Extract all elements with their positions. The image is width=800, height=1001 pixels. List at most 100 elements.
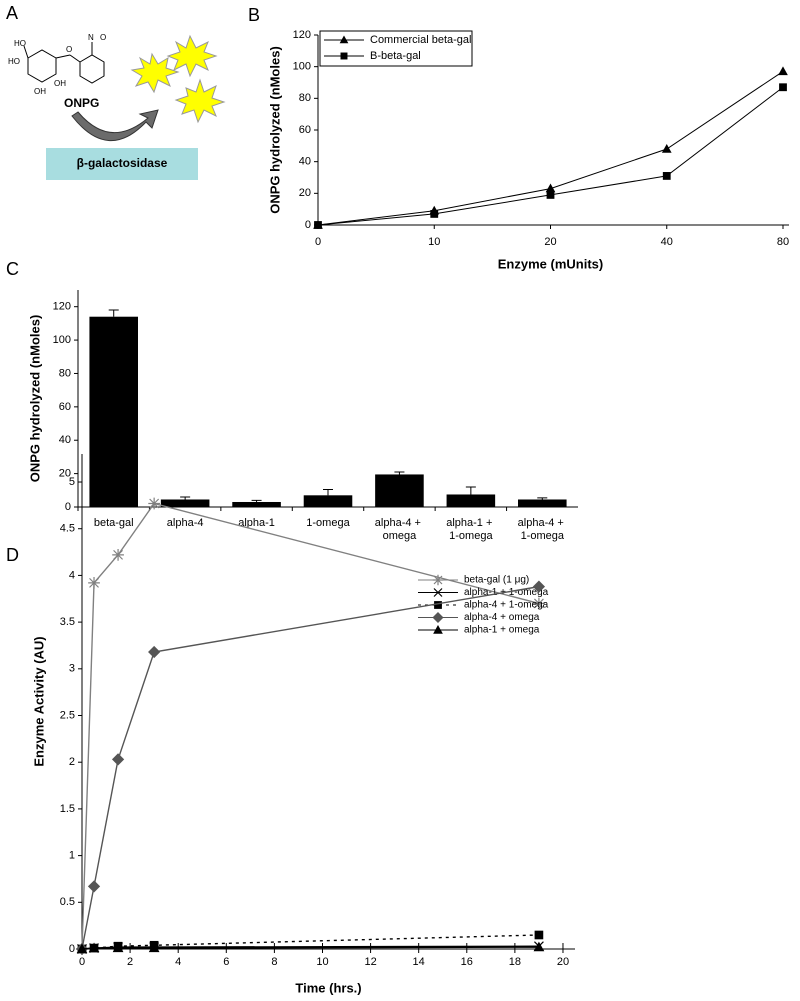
marker: [148, 942, 160, 953]
atom-label: OH: [34, 87, 46, 96]
product-burst: [166, 34, 218, 78]
panel-label: A: [6, 3, 18, 23]
enzyme-box: [46, 148, 198, 180]
legend-marker: [433, 624, 443, 634]
series-line: [81, 502, 540, 950]
y-tick-label: 20: [59, 468, 71, 480]
bar: [160, 499, 210, 507]
error-bar: [180, 496, 191, 500]
y-tick-label: 120: [53, 301, 71, 313]
y-tick-label: 2.5: [60, 709, 75, 721]
y-tick-label: 3.5: [60, 616, 75, 628]
y-axis-title: Enzyme Activity (AU): [31, 636, 46, 766]
legend-marker: [339, 35, 349, 44]
x-tick-label: 6: [223, 956, 229, 968]
x-tick-label: beta-gal: [94, 517, 134, 529]
x-tick-label: 14: [413, 956, 425, 968]
legend-label: alpha-1 + omega: [464, 625, 540, 636]
legend-label: alpha-4 + omega: [464, 612, 540, 623]
atom-label: HO: [14, 39, 26, 48]
x-tick-label: 12: [364, 956, 376, 968]
error-bar: [108, 309, 119, 317]
legend-marker: [434, 601, 442, 609]
y-tick-label: 120: [293, 29, 311, 41]
y-tick-label: 4.5: [60, 523, 75, 535]
y-tick-label: 40: [59, 434, 71, 446]
bar: [518, 499, 567, 507]
marker: [661, 143, 672, 153]
x-tick-label: 80: [777, 236, 789, 248]
marker: [430, 210, 439, 218]
compound-label: ONPG: [64, 96, 99, 110]
error-bar: [251, 499, 262, 502]
y-tick-label: 60: [59, 401, 71, 413]
y-tick-label: 2: [69, 756, 75, 768]
marker: [87, 880, 101, 893]
marker: [112, 549, 124, 561]
x-tick-label: 10: [428, 236, 440, 248]
bar: [375, 474, 424, 507]
legend-label: alpha-4 + 1-omega: [464, 600, 549, 611]
x-tick-label: alpha-4: [167, 517, 204, 529]
legend-label: Commercial beta-gal: [370, 34, 471, 46]
atom-label: O: [66, 45, 72, 54]
marker: [662, 172, 671, 180]
sugar-ring: [27, 49, 57, 83]
x-tick-label: 18: [509, 956, 521, 968]
marker: [779, 83, 787, 92]
marker: [532, 580, 546, 593]
y-tick-label: 4: [69, 569, 75, 581]
bond: [23, 45, 29, 59]
bond: [69, 54, 81, 63]
x-tick-label: 10: [316, 956, 328, 968]
product-burst: [174, 78, 226, 124]
panel-label: B: [248, 5, 260, 25]
marker: [533, 941, 545, 952]
marker: [88, 577, 100, 589]
legend-marker: [432, 574, 444, 586]
marker: [533, 597, 545, 610]
y-tick-label: 40: [299, 156, 311, 168]
benzene-ring: [79, 54, 105, 84]
marker: [546, 191, 555, 199]
marker: [76, 943, 88, 954]
bar: [303, 495, 353, 507]
marker: [88, 942, 100, 953]
x-tick-label: alpha-4 + omega: [375, 517, 424, 542]
y-axis-title: ONPG hydrolyzed (nMoles): [27, 315, 42, 483]
x-tick-label: alpha-4 + 1-omega: [518, 517, 567, 542]
y-tick-label: 100: [53, 334, 71, 346]
legend-label: B-beta-gal: [370, 50, 421, 62]
y-tick-label: 1.5: [60, 803, 75, 815]
marker: [778, 66, 788, 76]
legend-marker: [340, 52, 348, 60]
x-tick-label: 4: [175, 956, 181, 968]
error-bar: [323, 488, 333, 496]
y-tick-label: 0: [69, 943, 75, 955]
product-burst: [130, 52, 180, 94]
bar: [232, 501, 281, 507]
y-tick-label: 5: [69, 476, 75, 488]
atom-label: OH: [54, 79, 66, 88]
x-axis-title: Enzyme (mUnits): [498, 256, 603, 271]
x-tick-label: 20: [557, 956, 569, 968]
y-tick-label: 0.5: [60, 896, 75, 908]
error-bar: [394, 471, 405, 475]
legend-box: [319, 30, 473, 67]
y-axis-title: ONPG hydrolyzed (nMoles): [267, 46, 282, 214]
y-tick-label: 80: [59, 367, 71, 379]
reaction-arrow: [71, 109, 159, 142]
x-tick-label: alpha-1: [238, 517, 275, 529]
marker: [111, 753, 125, 766]
y-tick-label: 3: [69, 663, 75, 675]
series-line: [81, 585, 540, 950]
error-bar: [537, 497, 548, 500]
atom-label: N: [88, 33, 94, 42]
bar: [89, 316, 138, 507]
y-tick-label: 100: [293, 61, 311, 73]
y-tick-label: 80: [299, 92, 311, 104]
x-tick-label: 0: [315, 236, 321, 248]
marker: [112, 942, 124, 953]
bar: [446, 494, 496, 507]
